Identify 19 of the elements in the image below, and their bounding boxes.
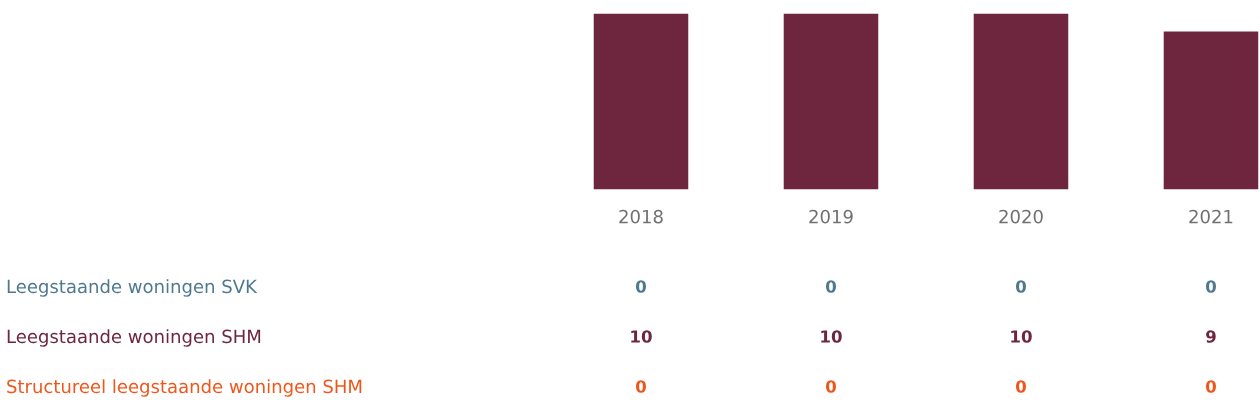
legend-label: Leegstaande woningen SVK bbox=[7, 279, 258, 297]
legend-label: Structureel leegstaande woningen SHM bbox=[7, 379, 362, 397]
data-label: 0 bbox=[1205, 280, 1216, 293]
data-label: 0 bbox=[1015, 380, 1026, 393]
data-label: 0 bbox=[1205, 380, 1216, 393]
data-label: 0 bbox=[825, 280, 836, 293]
x-tick-label: 2019 bbox=[809, 209, 853, 224]
data-label: 0 bbox=[636, 280, 646, 293]
x-tick-label: 2020 bbox=[999, 209, 1043, 224]
data-label: 0 bbox=[636, 380, 646, 393]
x-tick-label: 2018 bbox=[619, 209, 663, 224]
data-label: 0 bbox=[825, 380, 836, 393]
data-label: 0 bbox=[1015, 280, 1026, 293]
x-tick-label: 2021 bbox=[1189, 209, 1233, 224]
data-label: 9 bbox=[1206, 330, 1216, 343]
text: Leegstaande woningen SHM bbox=[7, 329, 261, 347]
data-label: 10 bbox=[631, 330, 652, 343]
data-label: 10 bbox=[1011, 330, 1032, 343]
data-label: 10 bbox=[821, 330, 842, 343]
